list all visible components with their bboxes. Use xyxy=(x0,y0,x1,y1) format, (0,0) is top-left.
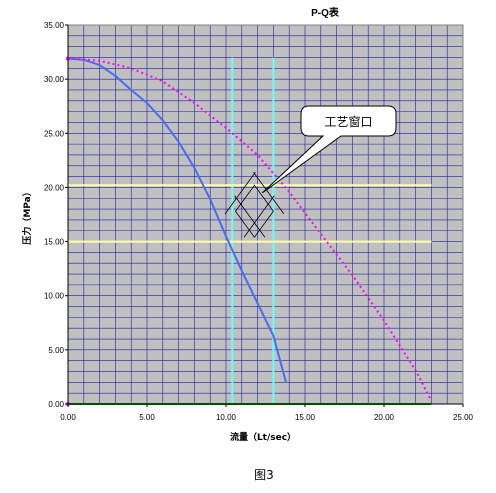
x-axis-label: 流量（Lt/sec） xyxy=(230,431,296,443)
y-tick-label: 35.00 xyxy=(44,21,65,30)
plot-area xyxy=(68,25,463,404)
figure-caption: 图3 xyxy=(254,468,274,482)
x-tick-label: 5.00 xyxy=(139,413,155,422)
callout-text: 工艺窗口 xyxy=(324,115,372,129)
x-tick-label: 0.00 xyxy=(60,413,76,422)
y-tick-label: 25.00 xyxy=(44,129,65,138)
x-tick-label: 20.00 xyxy=(374,413,395,422)
hatch-line-b-2 xyxy=(253,172,285,215)
plot-background xyxy=(68,25,463,404)
hatch-line-a-2 xyxy=(243,195,275,238)
hatch-outline xyxy=(234,184,274,238)
y-tick-label: 15.00 xyxy=(44,238,65,247)
axes xyxy=(67,24,464,405)
tick-labels: 0.00 5.00 10.00 15.00 20.00 25.00 0.00 5.00 10.0… xyxy=(44,21,474,422)
callout: 工艺窗口 xyxy=(261,105,397,194)
callout-bubble xyxy=(261,105,397,194)
y-tick-label: 0.00 xyxy=(48,400,64,409)
hatched-region xyxy=(224,172,285,238)
hatch-line-b-1 xyxy=(234,195,266,238)
x-tick-label: 25.00 xyxy=(453,413,474,422)
y-axis-label: 压力（MPa） xyxy=(21,187,33,244)
x-tick-label: 10.00 xyxy=(216,413,237,422)
series-line-1 xyxy=(67,57,287,383)
reference-lines xyxy=(68,57,432,404)
y-tick-label: 20.00 xyxy=(44,183,65,192)
hatch-line-a-1 xyxy=(224,172,256,215)
y-tick-label: 30.00 xyxy=(44,75,65,84)
y-tick-label: 5.00 xyxy=(48,346,64,355)
y-tick-label: 10.00 xyxy=(44,292,65,301)
x-tick-label: 15.00 xyxy=(295,413,316,422)
chart-title: P-Q表 xyxy=(311,6,340,19)
